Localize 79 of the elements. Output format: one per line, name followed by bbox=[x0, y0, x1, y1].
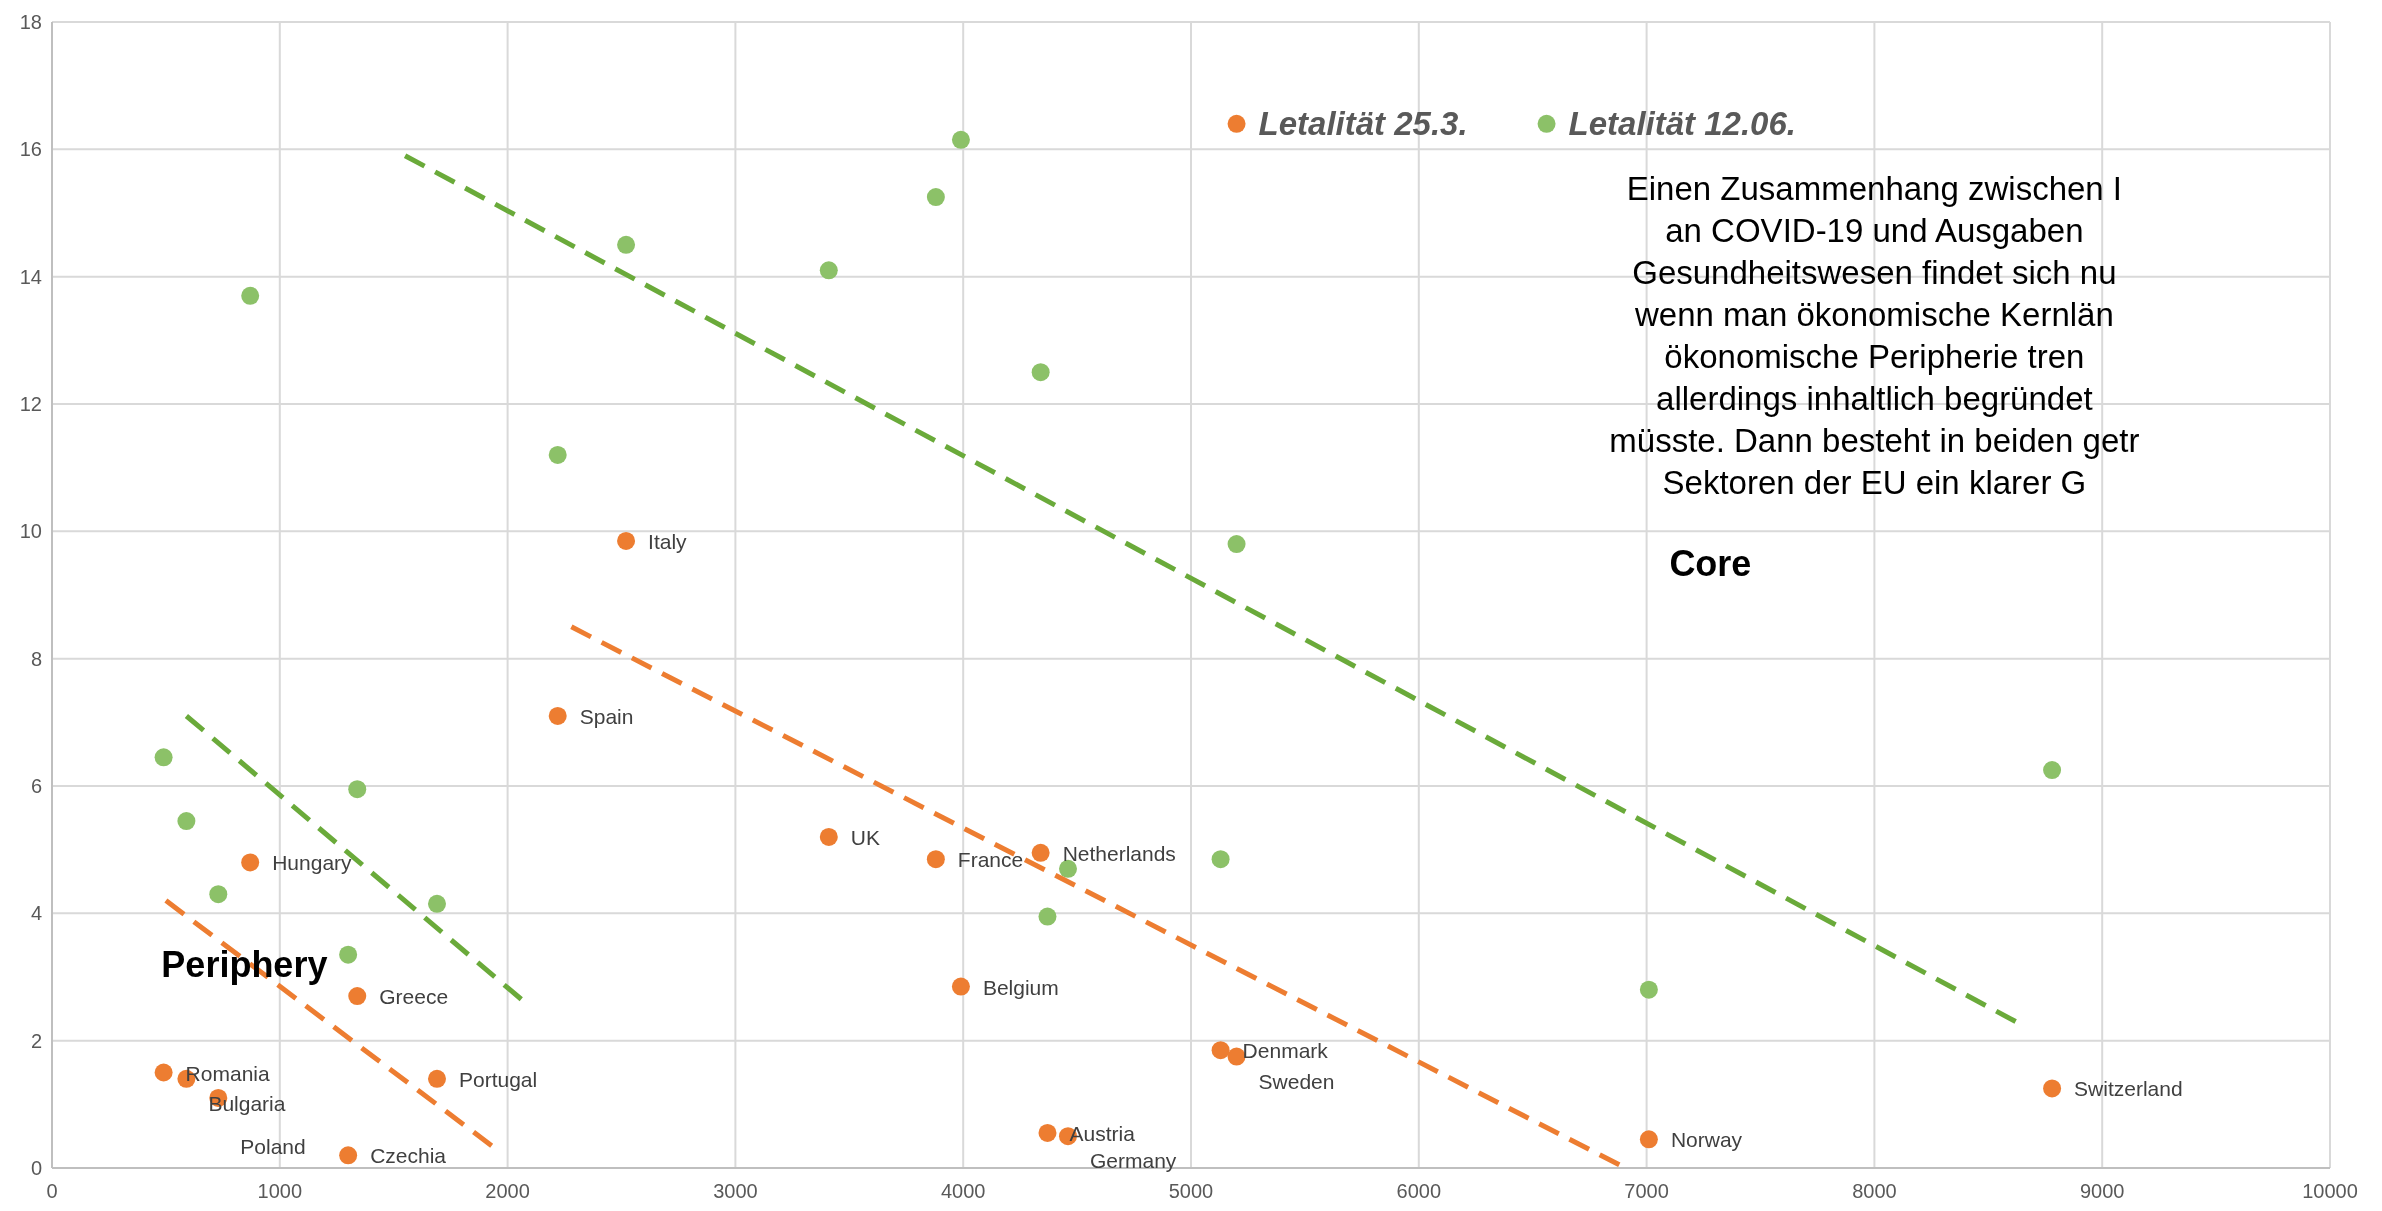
point bbox=[819, 261, 838, 280]
point bbox=[1031, 363, 1050, 382]
point bbox=[819, 827, 838, 846]
point bbox=[1211, 850, 1230, 869]
x-tick-label: 9000 bbox=[2079, 1180, 2125, 1202]
annotation: Einen Zusammenhang zwischen I an COVID-19 und Ausgaben Gesundheitswesen findet sich nu wenn man ökonomische Kernlän ökonomische Peripherie tren allerdings inhaltlich begründet müsste. Dann besteht in beiden getr Sektoren der EU ein klarer G bbox=[1609, 170, 2140, 502]
y-tick-label: 12 bbox=[19, 393, 42, 415]
annotation: Netherlands bbox=[1062, 841, 1176, 865]
point bbox=[1038, 907, 1057, 926]
annotation: Denmark bbox=[1242, 1039, 1329, 1063]
point bbox=[348, 780, 367, 799]
point bbox=[548, 706, 567, 725]
x-tick-label: 0 bbox=[46, 1180, 58, 1202]
x-tick-label: 6000 bbox=[1396, 1180, 1442, 1202]
x-tick-label: 8000 bbox=[1852, 1180, 1897, 1202]
annotation: Hungary bbox=[272, 851, 353, 875]
annotation: Germany bbox=[1089, 1149, 1177, 1173]
annotation: UK bbox=[850, 825, 880, 849]
point bbox=[926, 850, 945, 869]
point bbox=[1227, 1047, 1246, 1066]
annotation: Norway bbox=[1670, 1128, 1743, 1152]
annotation: Periphery bbox=[161, 944, 328, 985]
y-tick-label: 16 bbox=[19, 138, 42, 161]
point bbox=[951, 977, 970, 996]
point bbox=[241, 286, 260, 305]
point bbox=[348, 987, 367, 1006]
point bbox=[2043, 761, 2062, 780]
point bbox=[427, 894, 446, 913]
point bbox=[339, 1146, 358, 1165]
point bbox=[154, 748, 173, 767]
y-tick-label: 6 bbox=[30, 775, 42, 797]
annotation: Greece bbox=[379, 985, 449, 1009]
y-tick-label: 0 bbox=[30, 1157, 42, 1179]
point bbox=[241, 853, 260, 872]
point bbox=[617, 531, 636, 550]
y-tick-label: 2 bbox=[30, 1029, 42, 1052]
point bbox=[1639, 1130, 1658, 1149]
annotation: France bbox=[957, 848, 1024, 872]
y-tick-label: 4 bbox=[30, 902, 42, 925]
annotation: Belgium bbox=[982, 975, 1059, 999]
annotation: Core bbox=[1669, 542, 1752, 584]
x-tick-label: 3000 bbox=[713, 1180, 758, 1202]
point bbox=[1211, 1041, 1230, 1060]
point bbox=[617, 235, 636, 254]
annotation: Spain bbox=[579, 704, 634, 728]
annotation: Switzerland bbox=[2074, 1077, 2183, 1101]
point bbox=[1227, 535, 1246, 554]
point bbox=[2043, 1079, 2062, 1098]
point bbox=[1038, 1123, 1057, 1142]
y-tick-label: 8 bbox=[30, 647, 42, 670]
annotation: Bulgaria bbox=[208, 1091, 286, 1115]
annotation: Sweden bbox=[1258, 1069, 1335, 1093]
annotation: Portugal bbox=[458, 1067, 538, 1091]
x-tick-label: 10000 bbox=[2302, 1180, 2358, 1202]
point bbox=[339, 945, 358, 964]
y-tick-label: 18 bbox=[19, 11, 42, 33]
point bbox=[951, 130, 970, 149]
point bbox=[548, 445, 567, 464]
y-tick-label: 14 bbox=[19, 265, 42, 288]
annotation: Romania bbox=[185, 1061, 270, 1085]
point bbox=[1058, 859, 1077, 878]
point bbox=[1031, 843, 1050, 862]
x-tick-label: 4000 bbox=[940, 1180, 986, 1202]
point bbox=[427, 1069, 446, 1088]
x-tick-label: 2000 bbox=[485, 1180, 530, 1202]
point bbox=[926, 188, 945, 207]
annotation: Italy bbox=[648, 529, 688, 553]
legend-label: Letalität 25.3. bbox=[1258, 104, 1468, 142]
legend-label: Letalität 12.06. bbox=[1568, 104, 1797, 142]
x-tick-label: 5000 bbox=[1168, 1180, 1214, 1202]
annotation: Poland bbox=[240, 1134, 306, 1158]
point bbox=[1639, 980, 1658, 999]
annotation: Czechia bbox=[370, 1144, 447, 1168]
point bbox=[209, 885, 228, 904]
x-tick-label: 1000 bbox=[257, 1180, 303, 1202]
point bbox=[154, 1063, 173, 1082]
y-tick-label: 10 bbox=[19, 520, 42, 543]
point bbox=[177, 812, 196, 831]
x-tick-label: 7000 bbox=[1624, 1180, 1669, 1202]
